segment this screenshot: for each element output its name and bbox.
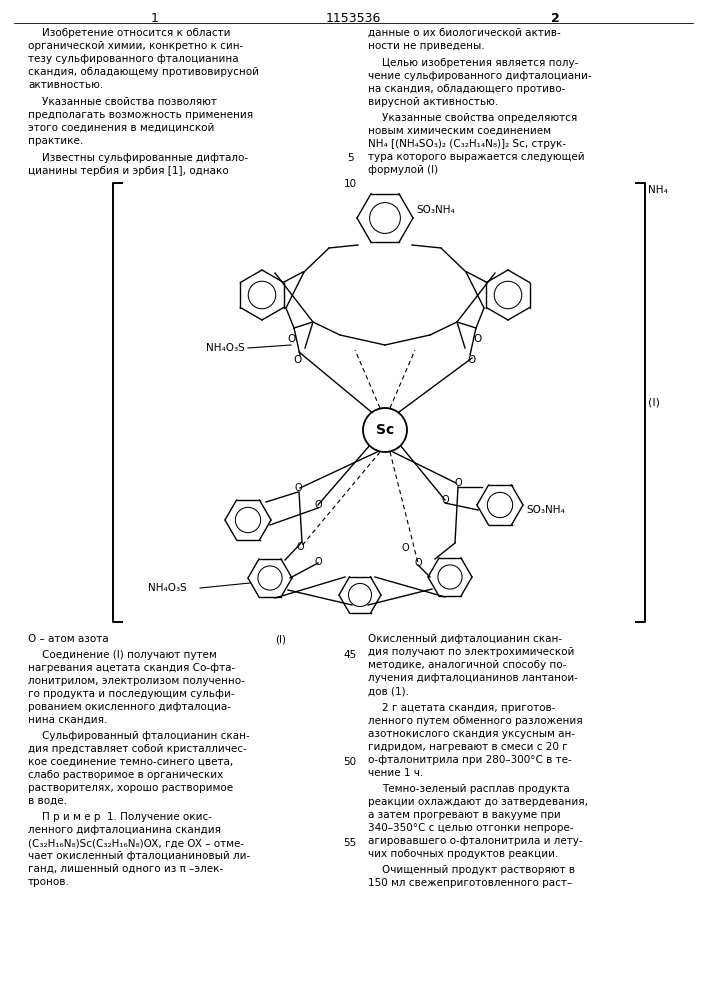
Text: Темно-зеленый расплав продукта: Темно-зеленый расплав продукта xyxy=(382,784,570,794)
Text: 150 мл свежеприготовленного раст–: 150 мл свежеприготовленного раст– xyxy=(368,878,572,888)
Text: Окисленный дифталоцианин скан-: Окисленный дифталоцианин скан- xyxy=(368,634,562,644)
Text: в воде.: в воде. xyxy=(28,796,67,806)
Text: нагревания ацетата скандия Со-фта-: нагревания ацетата скандия Со-фта- xyxy=(28,663,235,673)
Text: O: O xyxy=(294,355,302,365)
Text: тура которого выражается следующей: тура которого выражается следующей xyxy=(368,152,585,162)
Text: дия представляет собой кристалличес-: дия представляет собой кристалличес- xyxy=(28,744,247,754)
Text: O: O xyxy=(288,334,296,344)
Text: O: O xyxy=(401,543,409,553)
Text: го продукта и последующим сульфи-: го продукта и последующим сульфи- xyxy=(28,689,235,699)
Text: методике, аналогичной способу по-: методике, аналогичной способу по- xyxy=(368,660,566,670)
Text: кое соединение темно-синего цвета,: кое соединение темно-синего цвета, xyxy=(28,757,233,767)
Text: 45: 45 xyxy=(344,650,356,660)
Text: 2 г ацетата скандия, приготов-: 2 г ацетата скандия, приготов- xyxy=(382,703,556,713)
Text: Целью изобретения является полу-: Целью изобретения является полу- xyxy=(382,58,578,68)
Text: чих побочных продуктов реакции.: чих побочных продуктов реакции. xyxy=(368,849,559,859)
Text: O – атом азота: O – атом азота xyxy=(28,634,109,644)
Text: новым химическим соединением: новым химическим соединением xyxy=(368,126,551,136)
Text: дов (1).: дов (1). xyxy=(368,686,409,696)
Text: чение 1 ч.: чение 1 ч. xyxy=(368,768,423,778)
Text: агировавшего о-фталонитрила и лету-: агировавшего о-фталонитрила и лету- xyxy=(368,836,583,846)
Text: O: O xyxy=(314,557,322,567)
Text: ленного путем обменного разложения: ленного путем обменного разложения xyxy=(368,716,583,726)
Text: 55: 55 xyxy=(344,838,356,848)
Text: O: O xyxy=(314,500,322,510)
Text: цианины тербия и эрбия [1], однако: цианины тербия и эрбия [1], однако xyxy=(28,166,229,176)
Text: органической химии, конкретно к син-: органической химии, конкретно к син- xyxy=(28,41,243,51)
Text: на скандия, обладающего противо-: на скандия, обладающего противо- xyxy=(368,84,566,94)
Text: ганд, лишенный одного из π –элек-: ганд, лишенный одного из π –элек- xyxy=(28,864,223,874)
Text: рованием окисленного дифталоциа-: рованием окисленного дифталоциа- xyxy=(28,702,231,712)
Text: O: O xyxy=(468,355,476,365)
Text: O: O xyxy=(454,478,462,488)
Text: Очищенный продукт растворяют в: Очищенный продукт растворяют в xyxy=(382,865,575,875)
Text: O: O xyxy=(474,334,482,344)
Text: 340–350°C с целью отгонки непроре-: 340–350°C с целью отгонки непроре- xyxy=(368,823,573,833)
Text: NH₄ [(NH₄SO₃)₂ (C₃₂H₁₄N₈)]₂ Sc, струк-: NH₄ [(NH₄SO₃)₂ (C₃₂H₁₄N₈)]₂ Sc, струк- xyxy=(368,139,566,149)
Text: этого соединения в медицинской: этого соединения в медицинской xyxy=(28,123,214,133)
Text: гидридом, нагревают в смеси с 20 г: гидридом, нагревают в смеси с 20 г xyxy=(368,742,568,752)
Text: NH₄: NH₄ xyxy=(648,185,667,195)
Text: реакции охлаждают до затвердевания,: реакции охлаждают до затвердевания, xyxy=(368,797,588,807)
Text: NH₄O₃S: NH₄O₃S xyxy=(148,583,187,593)
Text: 10: 10 xyxy=(344,179,356,189)
Text: предполагать возможность применения: предполагать возможность применения xyxy=(28,110,253,120)
Text: нина скандия.: нина скандия. xyxy=(28,715,107,725)
Text: Sc: Sc xyxy=(376,423,394,437)
Text: скандия, обладающему противовирусной: скандия, обладающему противовирусной xyxy=(28,67,259,77)
Text: 1: 1 xyxy=(151,12,159,25)
Text: ности не приведены.: ности не приведены. xyxy=(368,41,484,51)
Text: формулой (I): формулой (I) xyxy=(368,165,438,175)
Text: лучения дифталоцианинов лантанои-: лучения дифталоцианинов лантанои- xyxy=(368,673,578,683)
Text: чение сульфированного дифталоциани-: чение сульфированного дифталоциани- xyxy=(368,71,592,81)
Text: NH₄O₃S: NH₄O₃S xyxy=(206,343,245,353)
Text: данные о их биологической актив-: данные о их биологической актив- xyxy=(368,28,561,38)
Text: чает окисленный фталоцианиновый ли-: чает окисленный фталоцианиновый ли- xyxy=(28,851,250,861)
Text: лонитрилом, электролизом полученно-: лонитрилом, электролизом полученно- xyxy=(28,676,245,686)
Text: 5: 5 xyxy=(346,153,354,163)
Text: тронов.: тронов. xyxy=(28,877,70,887)
Text: O: O xyxy=(441,495,449,505)
Text: 50: 50 xyxy=(344,757,356,767)
Text: (C₃₂H₁₆N₈)Sc(C₃₂H₁₆N₈)OX, где OX – отме-: (C₃₂H₁₆N₈)Sc(C₃₂H₁₆N₈)OX, где OX – отме- xyxy=(28,838,244,848)
Text: O: O xyxy=(296,542,304,552)
Text: 2: 2 xyxy=(551,12,559,25)
Text: Указанные свойства позволяют: Указанные свойства позволяют xyxy=(42,97,217,107)
Text: Изобретение относится к области: Изобретение относится к области xyxy=(42,28,230,38)
Text: O: O xyxy=(294,483,302,493)
Text: Указанные свойства определяются: Указанные свойства определяются xyxy=(382,113,577,123)
Circle shape xyxy=(363,408,407,452)
Text: Соединение (I) получают путем: Соединение (I) получают путем xyxy=(42,650,217,660)
Text: о-фталонитрила при 280–300°C в те-: о-фталонитрила при 280–300°C в те- xyxy=(368,755,572,765)
Text: П р и м е р  1. Получение окис-: П р и м е р 1. Получение окис- xyxy=(42,812,212,822)
Text: Известны сульфированные дифтало-: Известны сульфированные дифтало- xyxy=(42,153,248,163)
Text: SO₃NH₄: SO₃NH₄ xyxy=(416,205,455,215)
Text: практике.: практике. xyxy=(28,136,83,146)
Text: вирусной активностью.: вирусной активностью. xyxy=(368,97,498,107)
Text: SO₃NH₄: SO₃NH₄ xyxy=(526,505,565,515)
Text: растворителях, хорошо растворимое: растворителях, хорошо растворимое xyxy=(28,783,233,793)
Text: а затем прогревают в вакууме при: а затем прогревают в вакууме при xyxy=(368,810,561,820)
Text: O: O xyxy=(414,558,422,568)
Text: азотнокислого скандия уксусным ан-: азотнокислого скандия уксусным ан- xyxy=(368,729,575,739)
Text: (I): (I) xyxy=(275,634,286,644)
Text: (I): (I) xyxy=(648,397,660,408)
Text: слабо растворимое в органических: слабо растворимое в органических xyxy=(28,770,223,780)
Text: ленного дифталоцианина скандия: ленного дифталоцианина скандия xyxy=(28,825,221,835)
Text: активностью.: активностью. xyxy=(28,80,103,90)
Text: дия получают по электрохимической: дия получают по электрохимической xyxy=(368,647,574,657)
Text: Сульфированный фталоцианин скан-: Сульфированный фталоцианин скан- xyxy=(42,731,250,741)
Text: тезу сульфированного фталоцианина: тезу сульфированного фталоцианина xyxy=(28,54,239,64)
Text: 1153536: 1153536 xyxy=(325,12,380,25)
